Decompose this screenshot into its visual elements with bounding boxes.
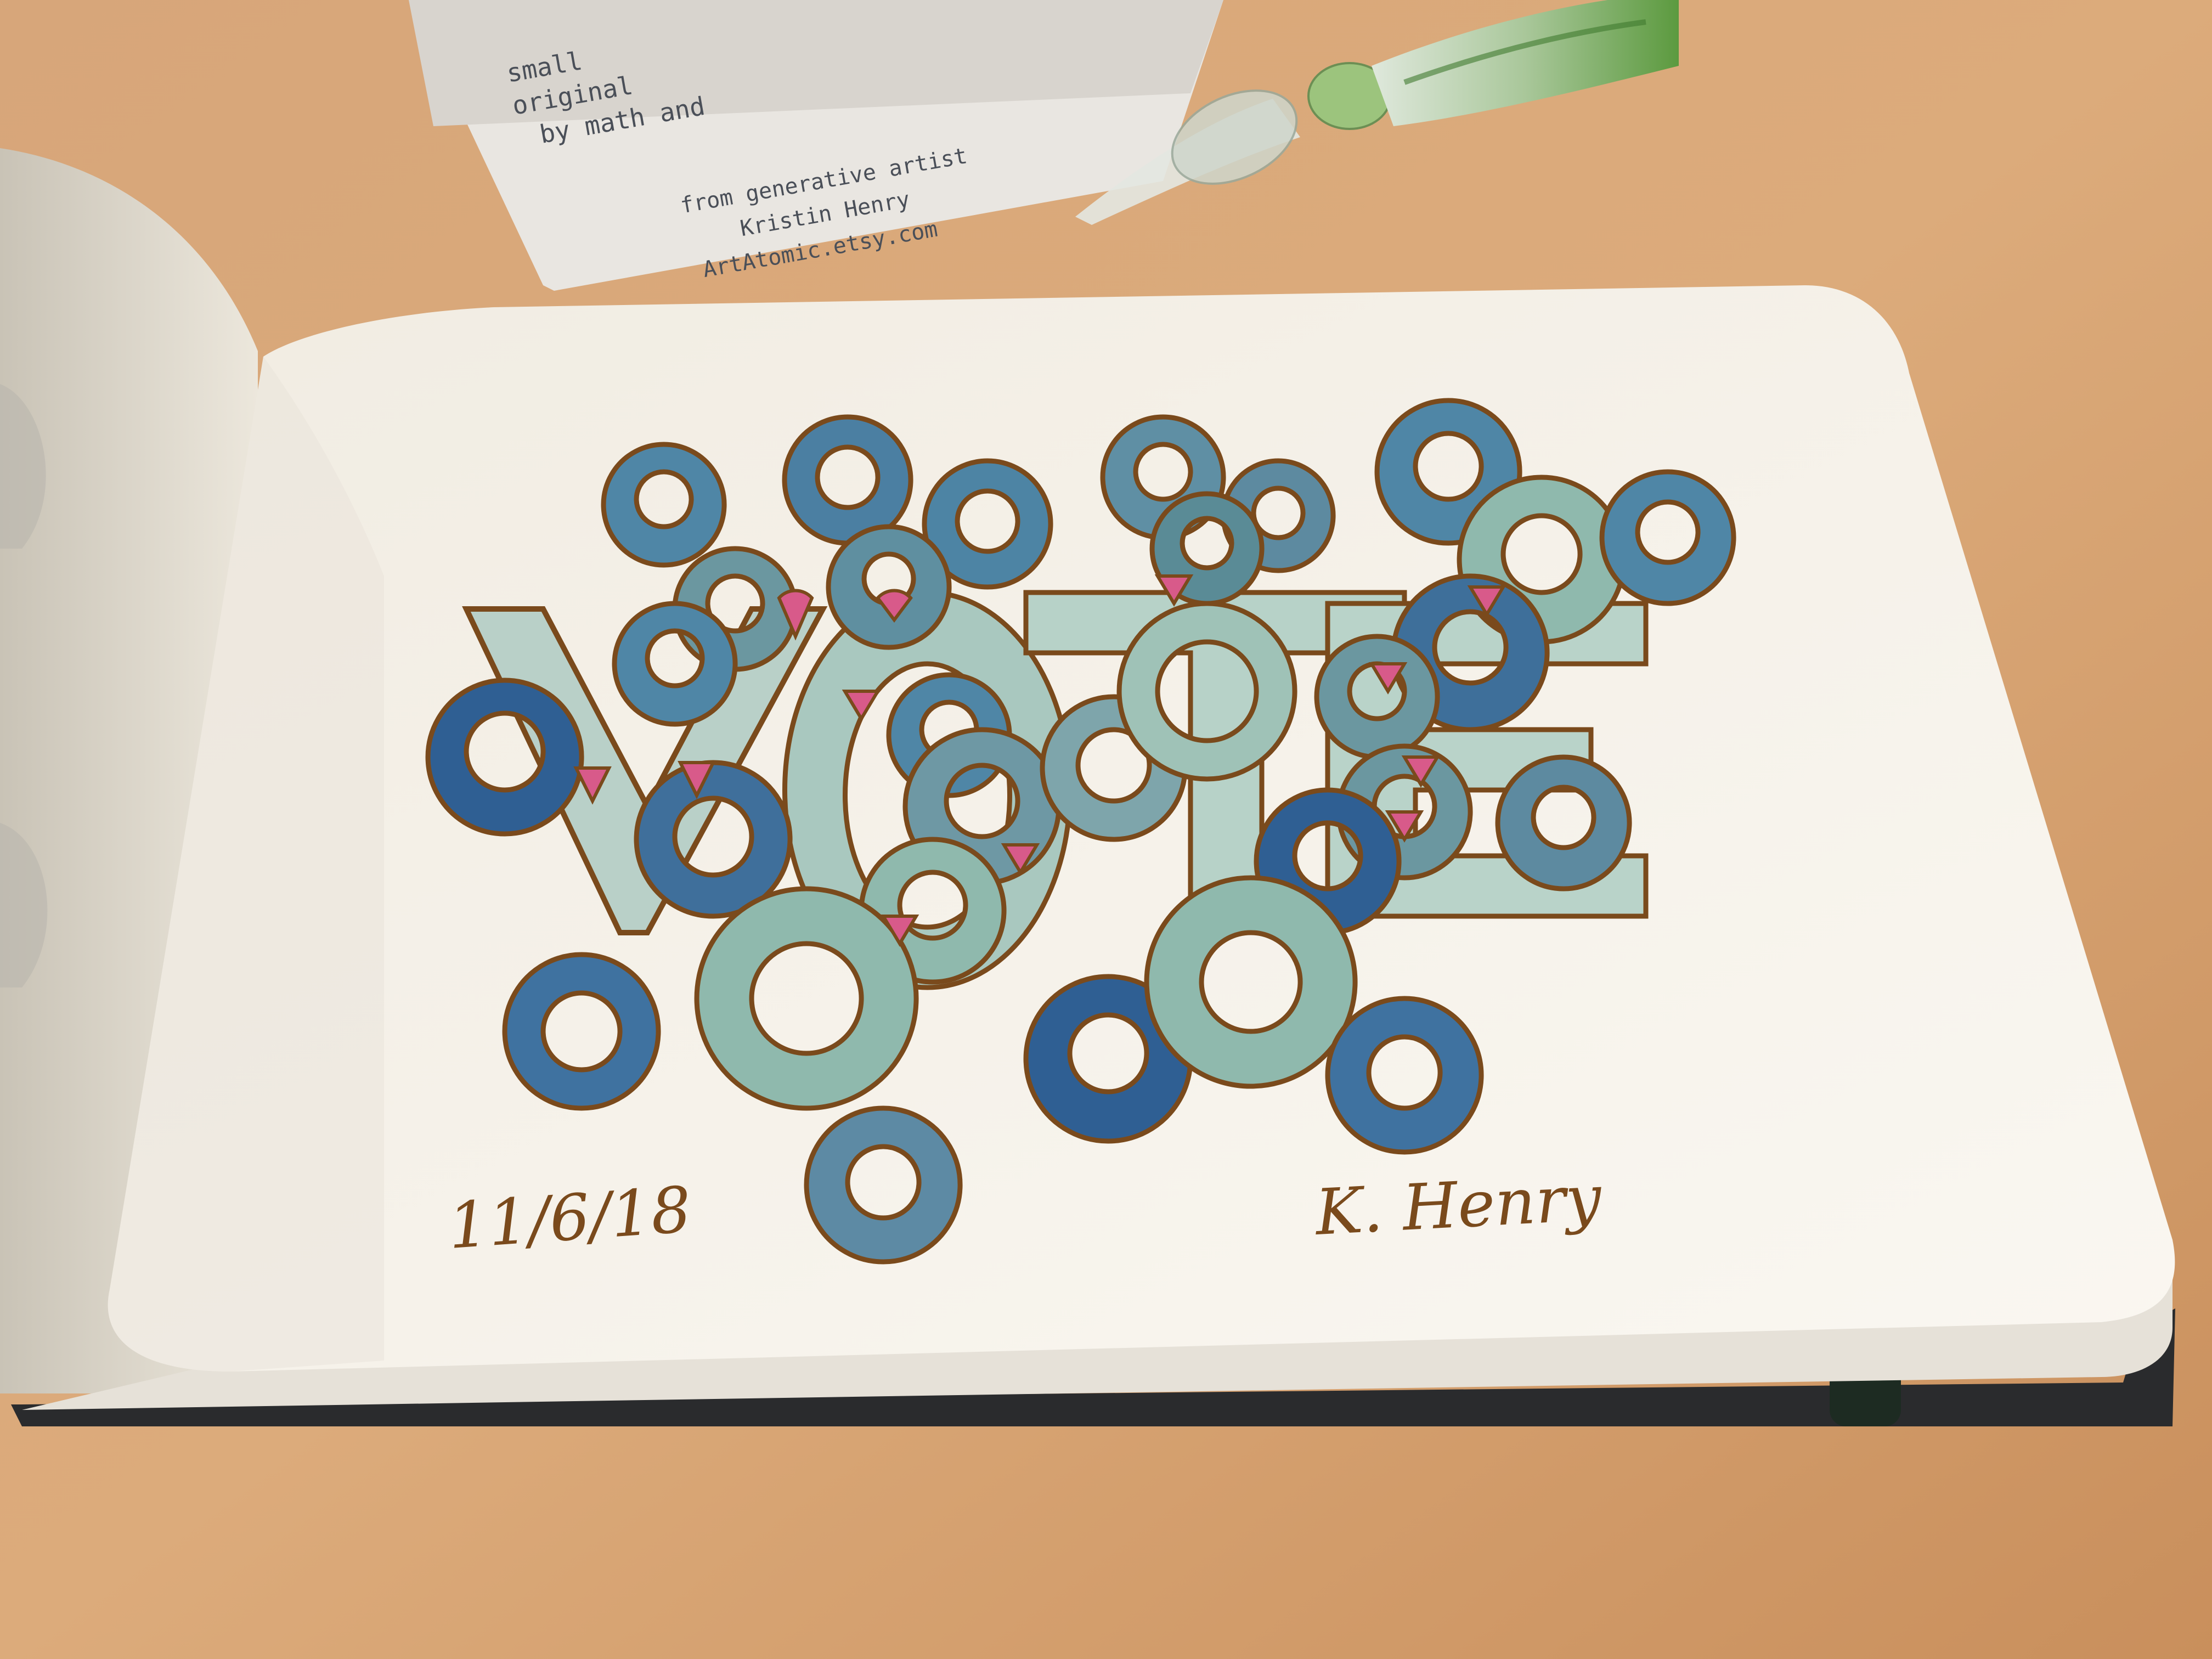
date-inscription: 11/6/18	[446, 1173, 694, 1263]
pink-accents	[573, 574, 1506, 947]
ink-rings	[425, 398, 1736, 1265]
vote-artwork	[425, 398, 1736, 1265]
glass-pen	[1075, 0, 1679, 225]
notebook-cover	[11, 1308, 2175, 1426]
artist-signature: K. Henry	[1312, 1161, 1604, 1250]
